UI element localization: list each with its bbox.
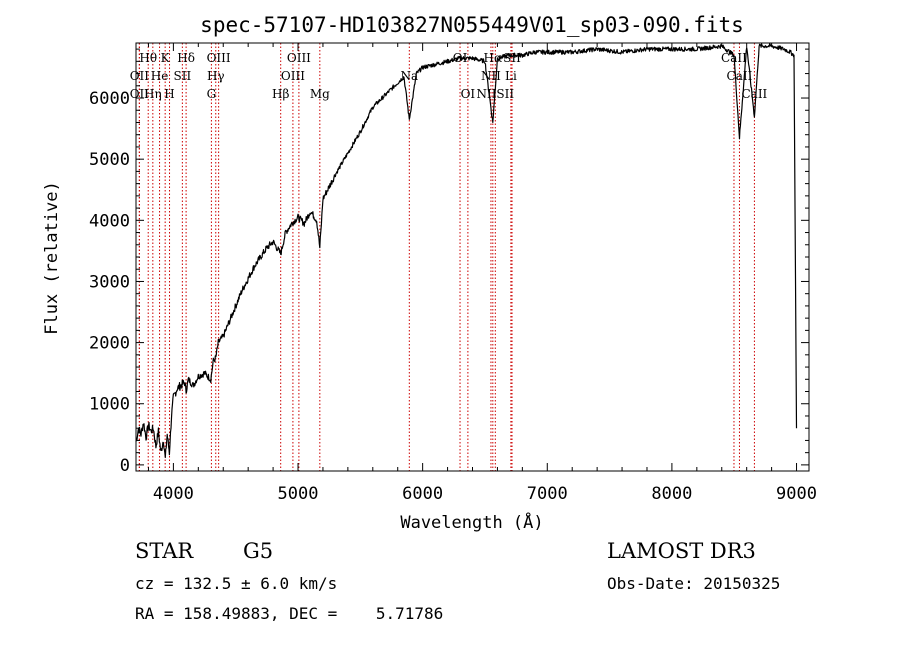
- line-marker-label: Hη: [144, 87, 162, 101]
- line-marker-label: H: [164, 87, 174, 101]
- redshift-velocity: cz = 132.5 ± 6.0 km/s: [135, 574, 338, 593]
- y-tick-label: 1000: [89, 395, 130, 415]
- chart-title: spec-57107-HD103827N055449V01_sp03-090.f…: [200, 13, 744, 37]
- line-marker-label: Na: [400, 69, 418, 83]
- x-tick-label: 9000: [776, 484, 817, 504]
- y-tick-label: 3000: [89, 272, 130, 292]
- line-marker-label: CaII: [741, 87, 767, 101]
- object-class: STAR: [135, 539, 194, 563]
- y-axis-label: Flux (relative): [42, 181, 62, 335]
- x-tick-label: 5000: [278, 484, 319, 504]
- x-tick-label: 4000: [153, 484, 194, 504]
- y-tick-label: 4000: [89, 211, 130, 231]
- line-marker-label: Hβ: [272, 87, 289, 101]
- line-marker-label: OI: [461, 87, 476, 101]
- x-tick-label: 8000: [651, 484, 692, 504]
- line-marker-label: NII: [481, 69, 501, 83]
- line-marker-label: OIII: [281, 69, 305, 83]
- x-axis-ticks: 4000 5000 6000 7000 8000 9000: [147, 43, 817, 504]
- y-tick-label: 5000: [89, 150, 130, 170]
- line-marker-label: Hδ: [177, 51, 195, 65]
- spectral-subclass: G5: [243, 539, 274, 563]
- line-marker-label: OII: [130, 87, 150, 101]
- observation-date: Obs-Date: 20150325: [607, 574, 781, 593]
- line-marker-label: OIII: [287, 51, 311, 65]
- survey-name: LAMOST DR3: [607, 539, 756, 563]
- line-marker-label: G: [207, 87, 217, 101]
- plot-frame: [135, 42, 810, 472]
- y-tick-label: 2000: [89, 334, 130, 354]
- emission-line-markers: [138, 43, 755, 471]
- line-marker-label: Li: [505, 69, 517, 83]
- x-tick-label: 7000: [527, 484, 568, 504]
- line-marker-label: Hθ: [139, 51, 157, 65]
- line-marker-label: OIII: [207, 51, 231, 65]
- line-marker-label: Mg: [310, 87, 330, 101]
- line-marker-label: Hγ: [207, 69, 225, 83]
- y-axis-ticks: 0 1000 2000 3000 4000 5000 6000: [89, 48, 809, 476]
- line-marker-label: SII: [174, 69, 192, 83]
- y-tick-label: 0: [120, 456, 130, 476]
- line-marker-label: K: [161, 51, 171, 65]
- spectrum-series: [135, 43, 798, 459]
- y-tick-label: 6000: [89, 89, 130, 109]
- line-marker-label: OII: [130, 69, 150, 83]
- x-tick-label: 6000: [402, 484, 443, 504]
- line-marker-label: CaII: [727, 69, 753, 83]
- line-marker-label: He: [151, 69, 169, 83]
- coordinates: RA = 158.49883, DEC = 5.71786: [135, 604, 444, 623]
- x-axis-label: Wavelength (Å): [400, 511, 543, 533]
